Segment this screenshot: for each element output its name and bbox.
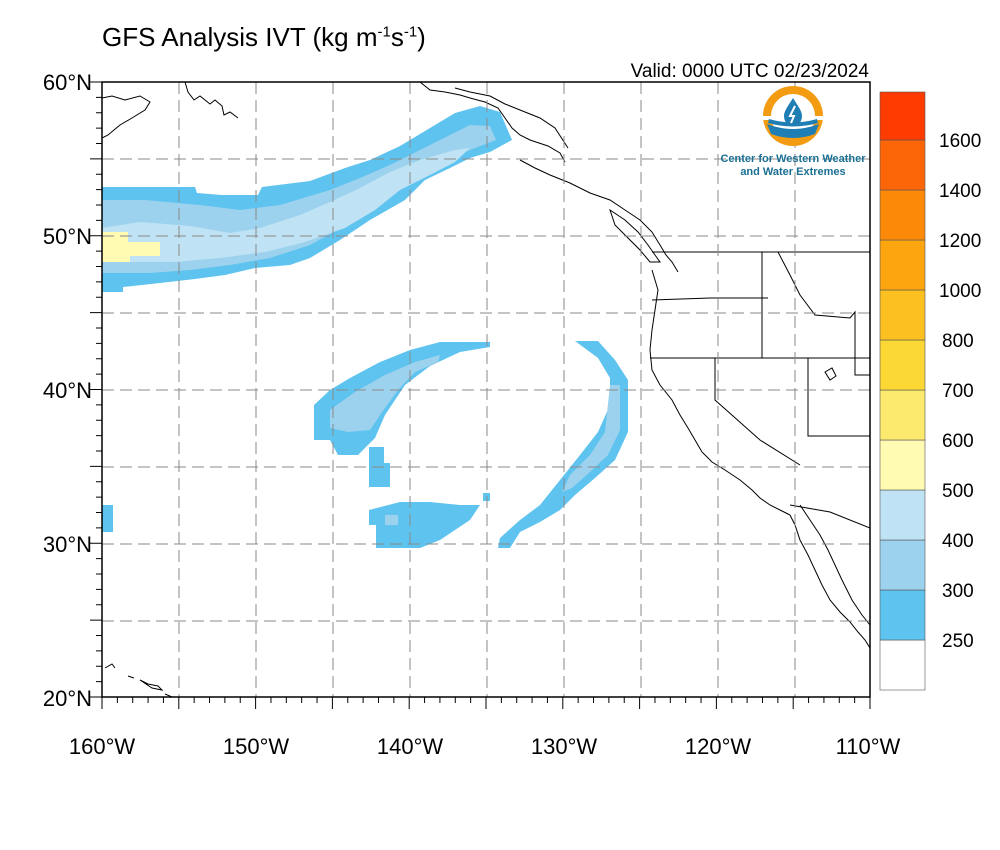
grid-lines (102, 82, 870, 697)
ivt-patch-b-inner (385, 515, 398, 525)
hawaii-islands (104, 663, 173, 697)
colorbar-swatch (879, 339, 926, 391)
or-wa-border (651, 297, 768, 301)
colorbar (879, 91, 926, 691)
map-title: GFS Analysis IVT (kg m-1s-1) (102, 22, 426, 52)
vancouver-island (609, 208, 661, 263)
alaska-coast-2 (184, 82, 239, 119)
lon-label: 150°W (223, 734, 290, 759)
colorbar-swatch (879, 389, 926, 441)
colorbar-label: 600 (942, 431, 974, 452)
lat-label: 60°N (43, 70, 92, 95)
alaska-panhandle (419, 82, 566, 163)
colorbar-label: 700 (942, 381, 974, 402)
lon-label: 140°W (377, 734, 444, 759)
baja-coast (789, 514, 870, 649)
gulf-california (799, 504, 870, 626)
colorbar-label: 400 (942, 531, 974, 552)
great-salt-lake (824, 367, 837, 381)
axis-ticks (90, 81, 871, 709)
mexico-border (789, 504, 870, 529)
lat-label: 30°N (43, 532, 92, 557)
alaska-coast (102, 95, 151, 139)
bc-coast (519, 159, 679, 273)
lat-axis: 60°N 50°N 40°N 30°N 20°N (43, 70, 92, 711)
ivt-ar-core (102, 232, 160, 262)
logo-line2: and Water Extremes (740, 166, 846, 178)
colorbar-label: 1200 (939, 231, 981, 252)
coastlines (102, 82, 870, 697)
colorbar-swatch (879, 91, 926, 141)
colorbar-label: 1400 (939, 181, 981, 202)
colorbar-swatch (879, 589, 926, 641)
lon-label: 120°W (685, 734, 752, 759)
colorbar-label: 1600 (939, 131, 981, 152)
ivt-arc-east-inner (562, 385, 620, 492)
lat-label: 20°N (43, 686, 92, 711)
colorbar-label: 250 (942, 631, 974, 652)
ivt-patch-c (102, 505, 113, 532)
us-west-coast (649, 269, 791, 516)
lat-label: 50°N (43, 224, 92, 249)
cw3e-logo: Center for Western Weather and Water Ext… (712, 84, 874, 179)
colorbar-swatch (879, 489, 926, 541)
colorbar-label: 800 (942, 331, 974, 352)
lon-label: 130°W (531, 734, 598, 759)
ivt-ar-inner (102, 148, 470, 262)
colorbar-label: 300 (942, 581, 974, 602)
colorbar-swatch (879, 639, 926, 691)
nevada-border (714, 358, 801, 466)
ivt-arc-west (314, 342, 490, 455)
colorbar-swatch (879, 239, 926, 291)
alaska-border (454, 87, 569, 149)
colorbar-swatch (879, 439, 926, 491)
ivt-shading (102, 106, 628, 548)
logo-line1: Center for Western Weather (720, 153, 866, 165)
colorbar-swatch (879, 539, 926, 591)
utah-border (807, 358, 870, 437)
lon-label: 160°W (69, 734, 136, 759)
colorbar-swatch (879, 139, 926, 191)
colorbar-labels: 250 300 400 500 600 700 800 1000 1200 14… (939, 131, 981, 652)
lon-axis: 160°W 150°W 140°W 130°W 120°W 110°W (69, 734, 901, 759)
lon-label: 110°W (836, 734, 901, 759)
valid-time: Valid: 0000 UTC 02/23/2024 (630, 61, 869, 82)
ivt-arc-west-inner (330, 355, 440, 432)
colorbar-swatch (879, 289, 926, 341)
colorbar-label: 500 (942, 481, 974, 502)
cw3e-emblem (763, 86, 823, 146)
ivt-patch-b (369, 502, 480, 548)
montana-border (777, 251, 870, 376)
colorbar-swatch (879, 189, 926, 241)
colorbar-label: 1000 (939, 281, 981, 302)
lat-label: 40°N (43, 378, 92, 403)
